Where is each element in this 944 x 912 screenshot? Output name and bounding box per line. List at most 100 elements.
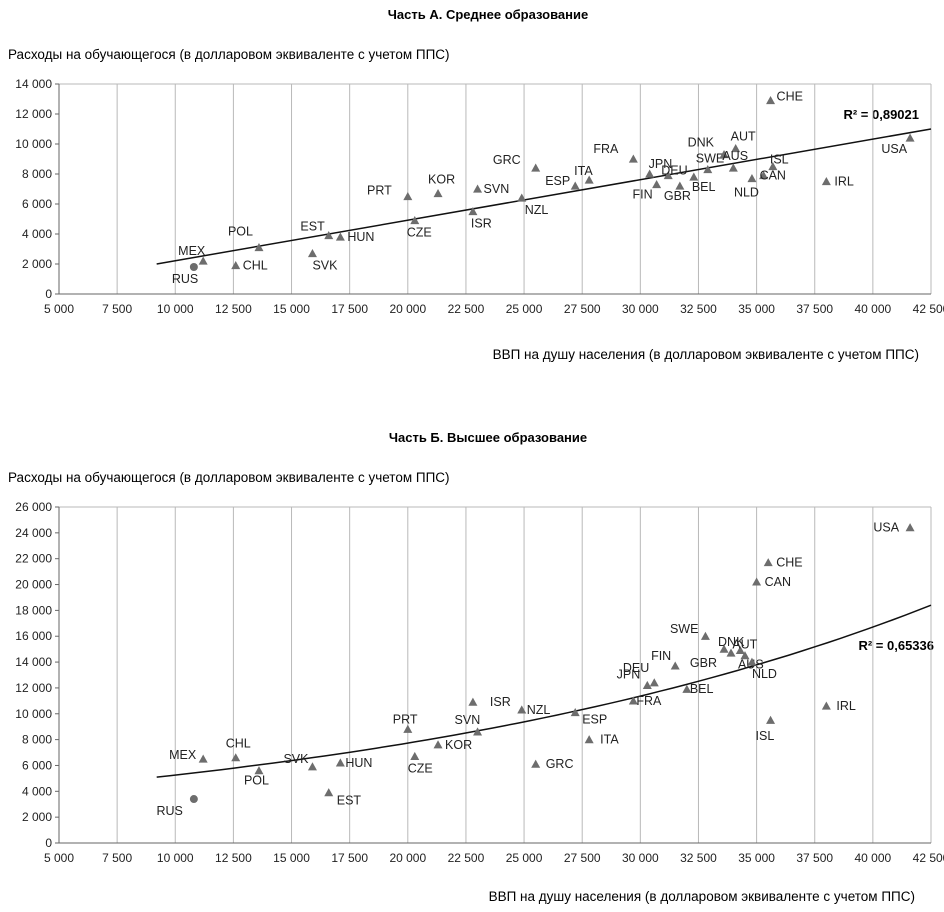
point-label-svk: SVK (283, 752, 309, 766)
point-label-hun: HUN (347, 230, 374, 244)
y-tick-label: 14 000 (15, 655, 52, 669)
x-tick-label: 37 500 (796, 851, 833, 865)
x-tick-label: 30 000 (622, 851, 659, 865)
point-label-can: CAN (765, 575, 791, 589)
point-label-gbr: GBR (664, 189, 691, 203)
data-point-pol (254, 243, 264, 252)
data-point-nld (747, 657, 757, 666)
y-tick-label: 20 000 (15, 578, 52, 592)
point-label-pol: POL (244, 774, 269, 788)
x-tick-label: 15 000 (273, 302, 310, 316)
point-label-bel: BEL (690, 682, 714, 696)
data-point-chl (231, 261, 241, 270)
point-label-nzl: NZL (527, 703, 551, 717)
point-label-jpn: JPN (649, 157, 673, 171)
data-point-est (324, 231, 334, 240)
data-point-jpn (645, 169, 655, 178)
point-label-usa: USA (881, 142, 907, 156)
data-point-ita (584, 175, 594, 184)
point-label-pol: POL (228, 225, 253, 239)
point-label-fin: FIN (651, 649, 671, 663)
data-point-can (759, 171, 769, 180)
y-tick-label: 6 000 (22, 197, 52, 211)
data-point-aut (731, 144, 741, 153)
chart-b-title: Часть Б. Высшее образование (389, 430, 587, 445)
point-label-irl: IRL (836, 699, 856, 713)
x-tick-label: 17 500 (331, 302, 368, 316)
data-point-nzl (517, 193, 527, 202)
point-label-mex: MEX (169, 748, 197, 762)
point-label-swe: SWE (670, 622, 698, 636)
x-tick-label: 32 500 (680, 302, 717, 316)
data-point-cze (410, 751, 420, 761)
data-point-svn (473, 184, 483, 193)
x-tick-label: 30 000 (622, 302, 659, 316)
point-label-che: CHE (776, 556, 802, 570)
y-tick-label: 0 (45, 836, 52, 850)
data-point-bel (689, 172, 699, 181)
point-label-mex: MEX (178, 244, 206, 258)
data-point-bel (682, 684, 692, 693)
data-point-isr (468, 207, 478, 216)
point-label-swe: SWE (696, 152, 724, 166)
data-point-rus (189, 795, 198, 804)
data-point-fin (670, 661, 680, 670)
y-tick-label: 16 000 (15, 629, 52, 643)
x-tick-label: 12 500 (215, 302, 252, 316)
chart-b-plot: 5 000 7 500 10 000 12 500 15 000 17 500 20 000… (15, 500, 944, 865)
data-point-est (324, 788, 334, 797)
y-tick-label: 6 000 (22, 758, 52, 772)
x-tick-label: 12 500 (215, 851, 252, 865)
data-point-svk (307, 249, 317, 258)
point-label-isl: ISL (756, 729, 775, 743)
x-tick-label: 15 000 (273, 851, 310, 865)
y-tick-label: 12 000 (15, 107, 52, 121)
point-label-isr: ISR (490, 695, 511, 709)
data-point-kor (433, 189, 443, 198)
point-label-jpn: JPN (617, 667, 641, 681)
x-tick-label: 17 500 (331, 851, 368, 865)
point-label-aut: AUT (731, 130, 756, 144)
point-label-dnk: DNK (718, 635, 745, 649)
data-point-svk (307, 762, 317, 771)
chart-b-ylabel: Расходы на обучающегося (в долларовом эк… (8, 470, 450, 485)
y-tick-label: 24 000 (15, 526, 52, 540)
point-label-hun: HUN (345, 756, 372, 770)
point-label-che: CHE (777, 90, 803, 104)
data-point-ita (584, 735, 594, 744)
point-label-svn: SVN (484, 182, 510, 196)
data-point-svn (473, 727, 483, 736)
chart-a-xlabel: ВВП на душу населения (в долларовом экви… (493, 347, 919, 362)
point-label-irl: IRL (834, 175, 854, 189)
data-point-grc (531, 163, 541, 172)
x-tick-label: 20 000 (389, 302, 426, 316)
data-point-aut (735, 645, 745, 655)
point-label-nzl: NZL (525, 203, 549, 217)
data-point-che (763, 558, 773, 567)
y-tick-label: 22 000 (15, 552, 52, 566)
data-point-dnk (719, 644, 729, 653)
y-tick-label: 8 000 (22, 167, 52, 181)
data-point-mex (198, 754, 208, 763)
y-tick-label: 2 000 (22, 257, 52, 271)
point-label-svn: SVN (455, 713, 481, 727)
data-point-nld (747, 174, 757, 183)
point-label-bel: BEL (692, 180, 716, 194)
point-label-ita: ITA (600, 733, 619, 747)
point-label-est: EST (300, 220, 325, 234)
x-tick-label: 22 500 (448, 302, 485, 316)
data-point-aus (728, 163, 738, 172)
point-label-nld: NLD (734, 186, 759, 200)
data-point-isr (468, 697, 478, 706)
data-point-deu (663, 171, 673, 180)
data-point-che (766, 96, 776, 105)
data-point-cze (410, 216, 420, 225)
x-tick-label: 32 500 (680, 851, 717, 865)
x-tick-label: 42 500 (913, 302, 944, 316)
point-label-deu: DEU (623, 661, 649, 675)
data-point-fra (628, 154, 638, 163)
x-tick-label: 25 000 (506, 851, 543, 865)
point-label-usa: USA (873, 521, 899, 535)
data-point-deu (649, 678, 659, 687)
data-point-isl (768, 162, 778, 171)
